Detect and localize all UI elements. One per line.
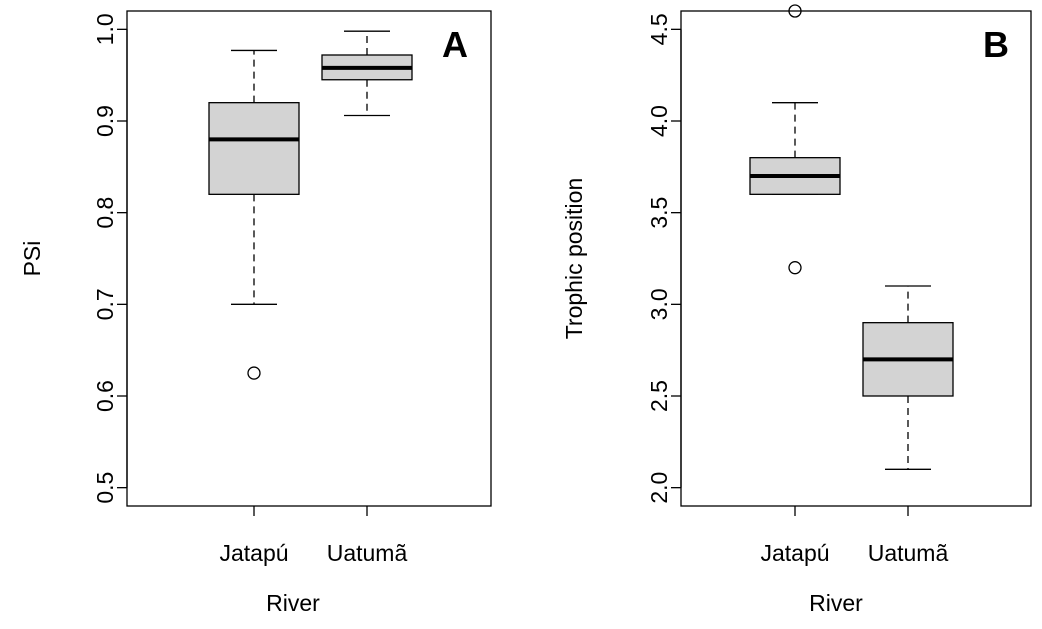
x-axis-title: River xyxy=(266,590,320,616)
y-tick-label: 2.0 xyxy=(646,472,672,504)
outlier-point xyxy=(247,366,261,380)
plot-frame xyxy=(680,10,1032,507)
outlier-point xyxy=(788,261,802,275)
y-tick-label: 3.5 xyxy=(646,197,672,229)
y-tick-label: 0.8 xyxy=(92,197,118,229)
outlier-point xyxy=(788,4,802,18)
x-axis-title: River xyxy=(809,590,863,616)
y-tick-label: 0.6 xyxy=(92,380,118,412)
plot-frame xyxy=(126,10,492,507)
panel-letter: B xyxy=(983,24,1009,65)
y-tick-label: 4.5 xyxy=(646,13,672,45)
box-jatapu xyxy=(749,4,841,275)
x-tick-label: Jatapú xyxy=(219,540,288,566)
x-tick-label: Uatumã xyxy=(327,540,408,566)
y-tick-label: 0.9 xyxy=(92,105,118,137)
y-tick-label: 1.0 xyxy=(92,13,118,45)
panel-a: 0.5 0.6 0.7 0.8 0.9 1.0 Jatapú Uatumã River PSi A xyxy=(19,10,492,616)
y-tick-label: 2.5 xyxy=(646,380,672,412)
panel-letter: A xyxy=(442,24,468,65)
y-tick-label: 3.0 xyxy=(646,288,672,320)
y-axis-title: Trophic position xyxy=(561,178,587,340)
box-uatuma xyxy=(321,30,413,117)
box-jatapu xyxy=(208,49,300,380)
box-uatuma xyxy=(862,285,954,470)
y-tick-label: 0.5 xyxy=(92,472,118,504)
y-axis-title: PSi xyxy=(19,241,45,277)
x-tick-label: Uatumã xyxy=(868,540,949,566)
y-tick-label: 0.7 xyxy=(92,288,118,320)
x-tick-label: Jatapú xyxy=(760,540,829,566)
y-tick-label: 4.0 xyxy=(646,105,672,137)
iqr-box xyxy=(208,102,300,195)
